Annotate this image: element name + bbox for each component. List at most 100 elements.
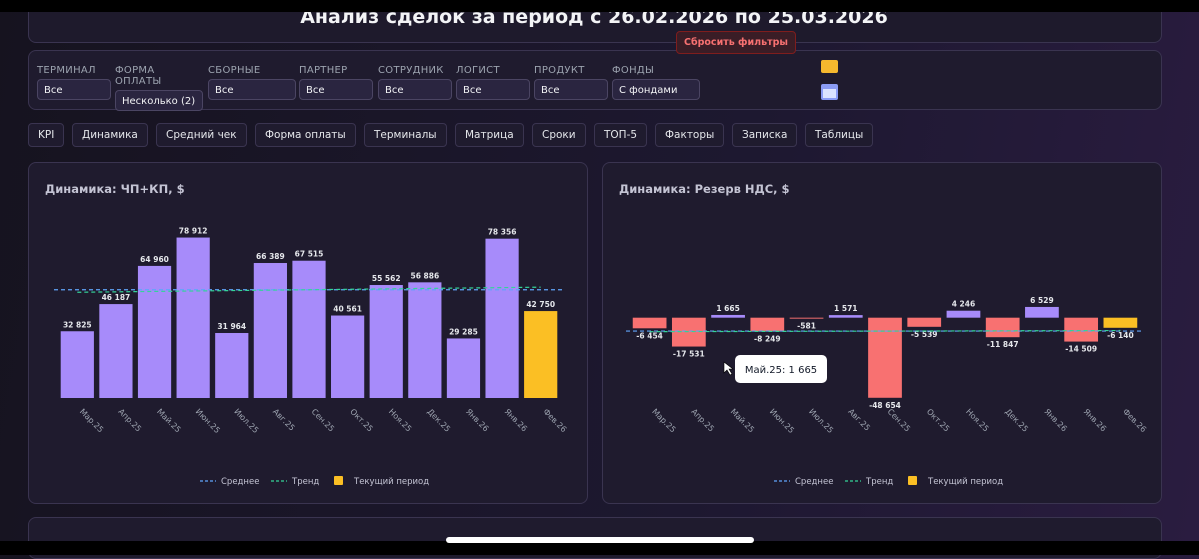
value-label: 56 886 xyxy=(410,271,439,280)
bar xyxy=(1103,317,1138,328)
bar xyxy=(907,317,942,327)
filter-label: ПАРТНЕР xyxy=(299,65,348,76)
calendar-icon-inner xyxy=(823,89,836,98)
tab[interactable]: Сроки xyxy=(532,123,586,147)
x-tick-label: Ноя.25 xyxy=(387,407,413,433)
legend-label: Текущий период xyxy=(353,477,429,487)
tab[interactable]: Форма оплаты xyxy=(255,123,356,147)
reset-button[interactable]: Сбросить фильтры xyxy=(676,31,796,54)
filter: ПАРТНЕР Все xyxy=(299,65,373,100)
tab[interactable]: Факторы xyxy=(655,123,725,147)
bar xyxy=(485,238,519,398)
filter-input[interactable]: Все xyxy=(37,79,111,100)
value-label: 1 571 xyxy=(834,304,858,313)
bar xyxy=(253,263,287,398)
filter-label: СБОРНЫЕ xyxy=(208,65,261,76)
tab[interactable]: Терминалы xyxy=(364,123,447,147)
tab[interactable]: Таблицы xyxy=(805,123,874,147)
bar xyxy=(524,311,558,398)
tooltip-text: Май.25: 1 665 xyxy=(745,365,817,376)
filter-input[interactable]: Несколько (2) xyxy=(115,90,203,111)
tab[interactable]: Записка xyxy=(732,123,798,147)
value-label: 64 960 xyxy=(140,255,169,264)
value-label: -581 xyxy=(797,322,816,331)
x-tick-label: Фев.26 xyxy=(1121,407,1148,434)
chart-title: Динамика: ЧП+КП, $ xyxy=(45,182,185,196)
tab[interactable]: ТОП-5 xyxy=(594,123,648,147)
tab[interactable]: KPI xyxy=(28,123,65,147)
filter-input[interactable]: Все xyxy=(208,79,296,100)
value-label: 40 561 xyxy=(333,305,362,314)
filter-label: ФОНДЫ xyxy=(612,65,655,76)
x-tick-label: Сен.25 xyxy=(310,407,336,433)
filter: ЛОГИСТ Все xyxy=(456,65,530,100)
status-bar xyxy=(0,0,1199,12)
x-tick-label: Янв.26 xyxy=(1043,407,1069,433)
x-tick-label: Апр.25 xyxy=(689,407,716,434)
value-label: -6 140 xyxy=(1107,331,1134,340)
x-tick-label: Янв.26 xyxy=(464,407,490,433)
value-label: -17 531 xyxy=(673,350,705,359)
trend-line xyxy=(77,286,541,293)
legend-label: Текущий период xyxy=(927,477,1003,487)
x-tick-label: Янв.26 xyxy=(503,407,529,433)
bar xyxy=(292,260,326,398)
x-tick-label: Июн.25 xyxy=(768,407,796,435)
filter: ФОРМА ОПЛАТЫ Несколько (2) xyxy=(115,65,203,111)
bottom-bar xyxy=(0,541,1199,555)
filter: ТЕРМИНАЛ Все xyxy=(37,65,111,100)
value-label: 32 825 xyxy=(63,320,92,329)
filter-input[interactable]: С фондами xyxy=(612,79,700,100)
folder-icon[interactable] xyxy=(821,60,838,73)
filter-input[interactable]: Все xyxy=(456,79,530,100)
bar xyxy=(1064,317,1099,342)
filter-panel: ТЕРМИНАЛ Все ФОРМА ОПЛАТЫ Несколько (2) СБОР… xyxy=(28,50,1162,111)
bar xyxy=(711,314,745,318)
x-tick-label: Июл.25 xyxy=(807,407,835,435)
x-tick-label: Окт.25 xyxy=(925,407,952,434)
x-tick-label: Июн.25 xyxy=(194,407,222,435)
bar xyxy=(99,304,133,398)
bar xyxy=(985,317,1020,338)
value-label: -11 847 xyxy=(987,340,1019,349)
filter: СБОРНЫЕ Все xyxy=(208,65,296,100)
filter-label: ПРОДУКТ xyxy=(534,65,585,76)
bar xyxy=(331,315,365,398)
bar xyxy=(632,317,667,329)
bar xyxy=(1025,306,1059,318)
x-tick-label: Сен.25 xyxy=(886,407,912,433)
value-label: 55 562 xyxy=(372,274,401,283)
bar xyxy=(60,331,94,398)
filter-label: ФОРМА ОПЛАТЫ xyxy=(115,65,162,87)
filter-input[interactable]: Все xyxy=(534,79,608,100)
tab[interactable]: Матрица xyxy=(455,123,524,147)
legend-label: Среднее xyxy=(795,477,833,487)
home-indicator xyxy=(446,537,754,543)
trend-line xyxy=(649,329,1121,333)
x-tick-label: Июл.25 xyxy=(232,407,260,435)
filter: СОТРУДНИК Все xyxy=(378,65,452,100)
value-label: 29 285 xyxy=(449,327,478,336)
tab[interactable]: Динамика xyxy=(72,123,148,147)
x-tick-label: Апр.25 xyxy=(117,407,144,434)
legend-swatch xyxy=(908,476,917,485)
bar xyxy=(176,237,210,398)
value-label: -8 249 xyxy=(754,334,781,343)
x-tick-label: Фев.26 xyxy=(541,407,568,434)
filter-input[interactable]: Все xyxy=(378,79,452,100)
bar xyxy=(137,265,172,398)
value-label: 42 750 xyxy=(526,300,555,309)
tab[interactable]: Средний чек xyxy=(156,123,247,147)
x-tick-label: Дек.25 xyxy=(1003,407,1030,434)
value-label: -6 454 xyxy=(636,331,663,340)
filter-input[interactable]: Все xyxy=(299,79,373,100)
x-tick-label: Ноя.25 xyxy=(964,407,990,433)
filter-label: ТЕРМИНАЛ xyxy=(37,65,96,76)
value-label: -48 654 xyxy=(869,401,901,410)
x-tick-label: Авг.25 xyxy=(271,407,297,433)
value-label: 78 356 xyxy=(488,228,517,237)
bar xyxy=(750,317,785,332)
chart-title: Динамика: Резерв НДС, $ xyxy=(619,182,790,196)
bar xyxy=(215,333,249,398)
